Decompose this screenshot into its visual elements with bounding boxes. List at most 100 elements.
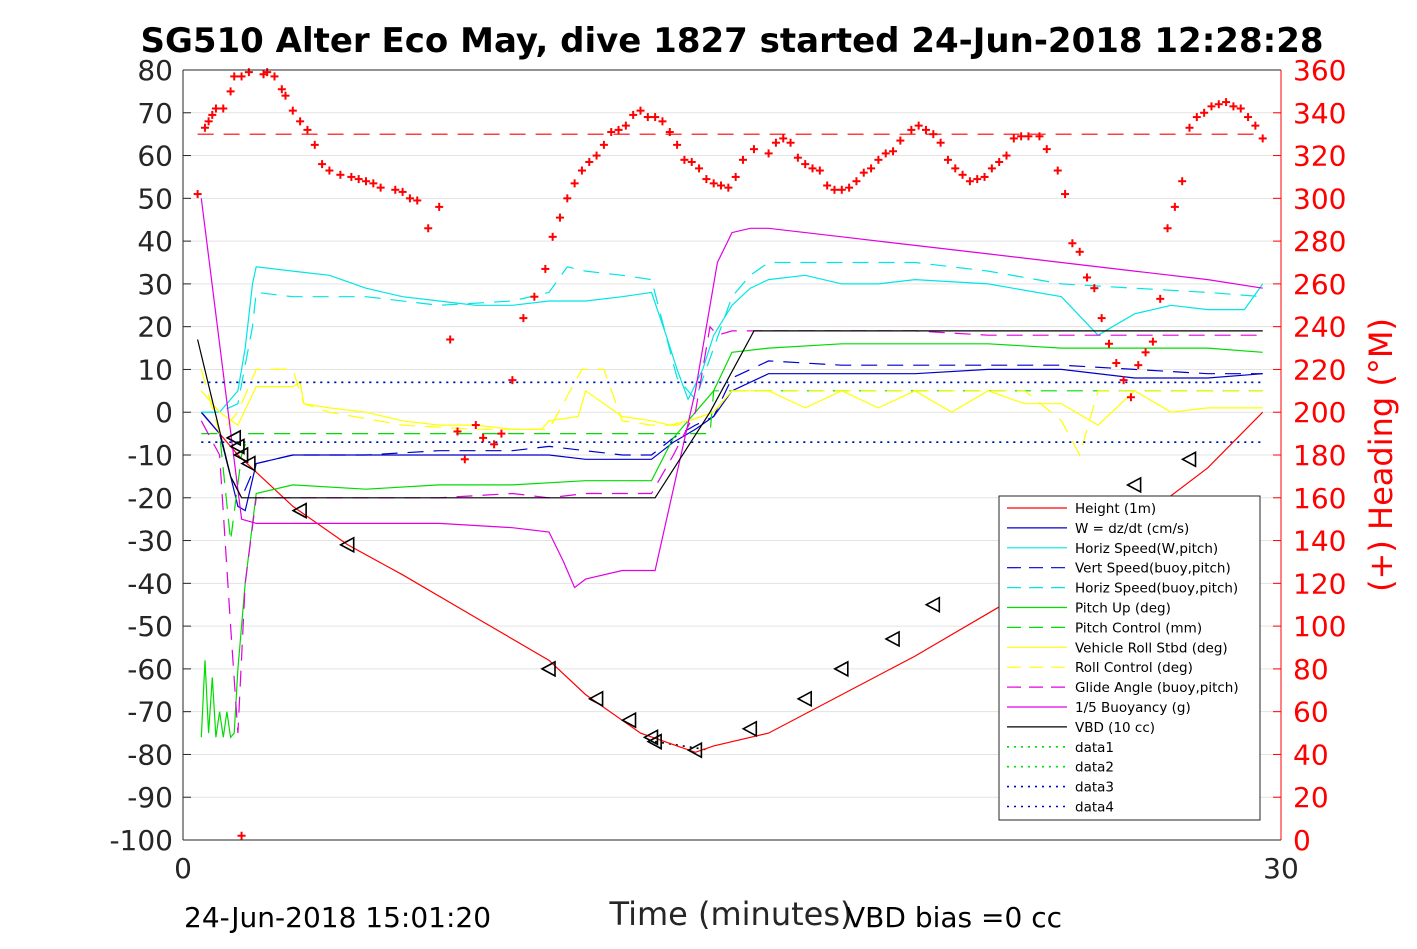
series-1-5-buoyancy-g-line xyxy=(200,198,1263,589)
right-y-tick-label: 220 xyxy=(1293,353,1346,386)
height-marker xyxy=(1125,476,1142,494)
legend-label: Vert Speed(buoy,pitch) xyxy=(1075,561,1231,577)
heading-point xyxy=(211,104,220,113)
y-tick-label: -50 xyxy=(127,610,173,643)
legend-label: Pitch Up (deg) xyxy=(1075,601,1171,617)
heading-point xyxy=(614,125,623,134)
height-marker xyxy=(1180,450,1197,468)
heading-point xyxy=(731,172,740,181)
heading-point xyxy=(1236,104,1245,113)
y-tick-label: 50 xyxy=(137,182,173,215)
y-tick-label: 70 xyxy=(137,97,173,130)
heading-point xyxy=(1229,102,1238,111)
heading-point xyxy=(738,155,747,164)
heading-point xyxy=(709,179,718,188)
y-tick-label: -10 xyxy=(127,439,173,472)
heading-point xyxy=(786,138,795,147)
heading-point xyxy=(1042,145,1051,154)
heading-point xyxy=(717,181,726,190)
heading-point xyxy=(1134,361,1143,370)
height-marker xyxy=(924,596,941,614)
heading-point xyxy=(347,172,356,181)
heading-point xyxy=(1002,151,1011,160)
heading-point xyxy=(1222,98,1231,107)
height-marker xyxy=(741,720,758,738)
right-y-tick-label: 240 xyxy=(1293,311,1346,344)
heading-point xyxy=(837,185,846,194)
series-vehicle-roll-stbd-deg-line xyxy=(200,381,1263,430)
heading-point xyxy=(1200,108,1209,117)
heading-point xyxy=(889,147,898,156)
heading-point xyxy=(563,194,572,203)
heading-point xyxy=(987,164,996,173)
heading-point xyxy=(226,87,235,96)
legend-label: data4 xyxy=(1075,800,1114,816)
height-marker xyxy=(620,711,637,729)
heading-point xyxy=(665,128,674,137)
height-marker xyxy=(884,630,900,648)
heading-point xyxy=(193,190,202,199)
heading-point xyxy=(219,104,228,113)
heading-point xyxy=(1097,314,1106,323)
heading-point xyxy=(479,433,488,442)
heading-point xyxy=(724,183,733,192)
right-y-tick-label: 320 xyxy=(1293,140,1346,173)
heading-point xyxy=(1112,359,1121,368)
legend-label: data3 xyxy=(1075,780,1114,796)
height-marker xyxy=(232,446,249,464)
heading-point xyxy=(830,185,839,194)
heading-point xyxy=(530,292,539,301)
heading-point xyxy=(599,140,608,149)
y-tick-label: -20 xyxy=(127,482,173,515)
heading-point xyxy=(852,177,861,186)
series-w-dz-dt-cm-s-line xyxy=(200,368,1263,512)
right-y-tick-label: 100 xyxy=(1293,610,1346,643)
series-horiz-speed-buoy-pitch-line xyxy=(201,261,1263,413)
heading-point xyxy=(244,68,253,77)
heading-point xyxy=(643,113,652,122)
y-tick-label: -100 xyxy=(109,824,173,857)
legend-label: Roll Control (deg) xyxy=(1075,660,1193,676)
heading-point xyxy=(621,121,630,130)
heading-point xyxy=(263,68,272,77)
legend-label: Glide Angle (buoy,pitch) xyxy=(1075,680,1239,696)
right-y-tick-label: 300 xyxy=(1293,182,1346,215)
heading-point xyxy=(958,170,967,179)
heading-point xyxy=(1244,113,1253,122)
right-y-tick-label: 140 xyxy=(1293,525,1346,558)
heading-point xyxy=(270,72,279,81)
heading-point xyxy=(1017,132,1026,141)
heading-point xyxy=(230,72,239,81)
right-y-tick-label: 200 xyxy=(1293,396,1346,429)
heading-point xyxy=(1148,337,1157,346)
heading-point xyxy=(369,179,378,188)
heading-point xyxy=(277,85,286,94)
heading-point xyxy=(497,429,506,438)
height-marker xyxy=(686,741,703,759)
height-marker xyxy=(229,438,245,455)
heading-point xyxy=(446,335,455,344)
footer-timestamp: 24-Jun-2018 15:01:20 xyxy=(184,901,491,934)
heading-point xyxy=(376,183,385,192)
series-vbd-10-cc-line xyxy=(197,330,1263,499)
heading-point xyxy=(237,831,246,840)
heading-point xyxy=(695,164,704,173)
footer-vbd-bias: VBD bias =0 cc xyxy=(846,901,1062,934)
right-y-tick-label: 180 xyxy=(1293,439,1346,472)
x-tick-label: 0 xyxy=(174,852,192,885)
heading-point xyxy=(208,110,217,119)
heading-point xyxy=(874,155,883,164)
series-glide-angle-buoy-pitch-line xyxy=(200,325,1263,734)
heading-point xyxy=(281,91,290,100)
heading-point xyxy=(1083,273,1092,282)
legend-label: W = dz/dt (cm/s) xyxy=(1075,521,1189,537)
series-vert-speed-buoy-pitch-line xyxy=(200,360,1263,500)
heading-point xyxy=(592,151,601,160)
series-horiz-speed-w-pitch-line xyxy=(201,266,1264,413)
heading-point xyxy=(965,177,974,186)
heading-point xyxy=(859,168,868,177)
heading-point xyxy=(362,177,370,186)
y-tick-label: 0 xyxy=(155,396,173,429)
heading-point xyxy=(651,113,660,122)
y-tick-label: 60 xyxy=(137,140,173,173)
